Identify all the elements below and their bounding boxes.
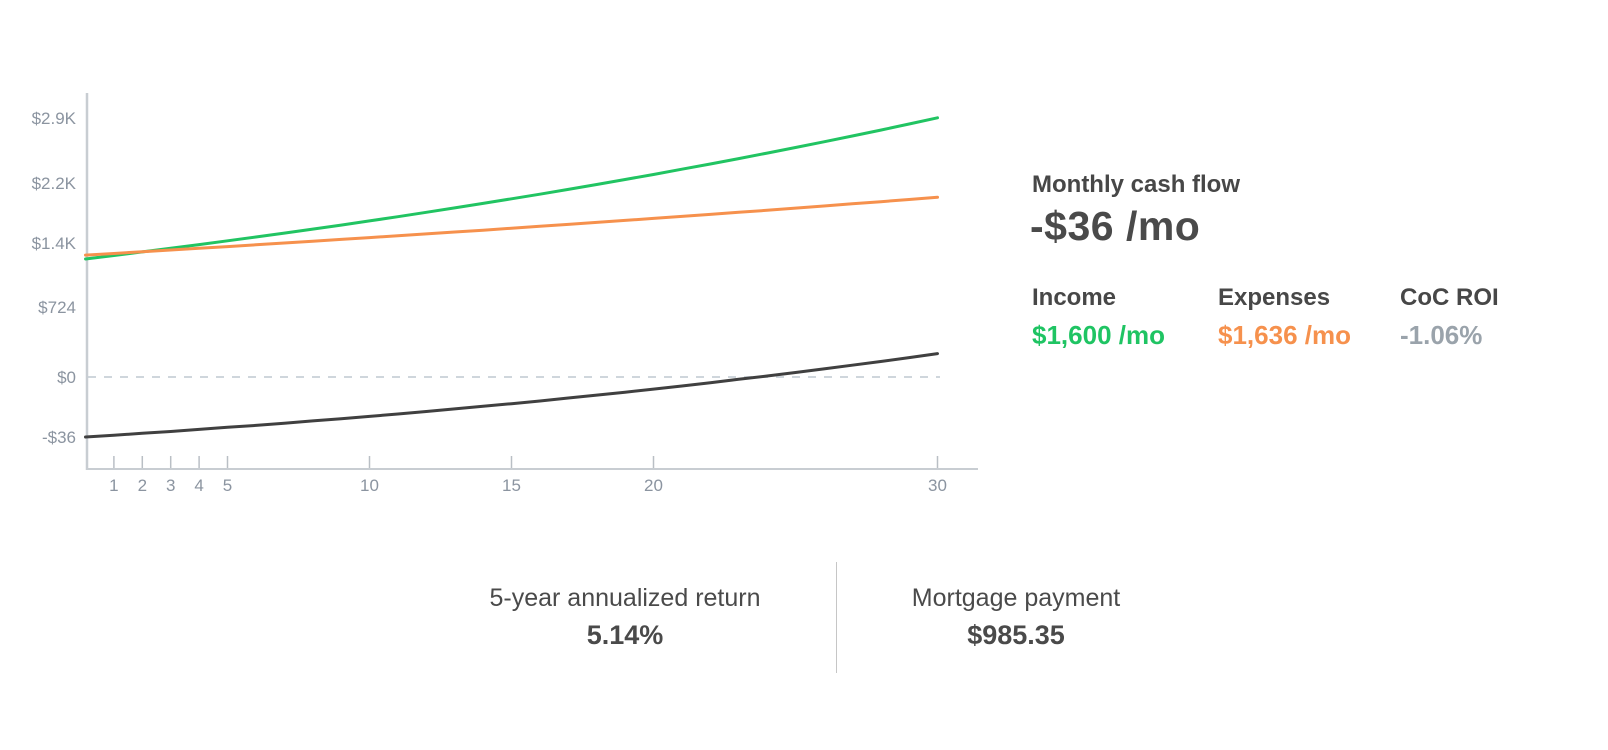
mortgage-payment-value: $985.35 (967, 620, 1065, 650)
coc-roi-value: -1.06% (1400, 320, 1483, 350)
x-tick-label: 20 (644, 476, 663, 495)
axis-ticks: 1 2 3 4 5 10 15 20 30 $2.9K $2.2K $1.4K $724 $0 -$36 (32, 109, 947, 495)
mortgage-payment-stat: Mortgage payment $985.35 (856, 584, 1176, 651)
y-tick-label: $2.2K (32, 174, 77, 193)
coc-roi-label: CoC ROI (1400, 284, 1499, 311)
y-tick-label: $724 (38, 298, 76, 317)
projection-chart[interactable]: 1 2 3 4 5 10 15 20 30 $2.9K $2.2K $1.4K $724 $0 -$36 (0, 0, 1000, 520)
expenses-stat: Expenses $1,636 /mo (1218, 284, 1351, 351)
annualized-return-value: 5.14% (586, 620, 664, 650)
x-tick-label: 1 (109, 476, 118, 495)
x-tick-label: 30 (928, 476, 947, 495)
income-stat: Income $1,600 /mo (1032, 284, 1165, 351)
y-tick-label: $1.4K (32, 234, 77, 253)
cash-flow-line (84, 352, 939, 439)
x-tick-label: 2 (138, 476, 147, 495)
y-tick-label: $2.9K (32, 109, 77, 128)
expenses-label: Expenses (1218, 284, 1331, 311)
income-value: $1,600 /mo (1032, 320, 1165, 350)
x-tick-label: 4 (194, 476, 203, 495)
x-tick-label: 5 (223, 476, 232, 495)
income-line (84, 116, 939, 261)
annualized-return-label: 5-year annualized return (489, 584, 761, 612)
income-label: Income (1032, 284, 1117, 311)
y-tick-label: -$36 (42, 428, 76, 447)
expenses-value: $1,636 /mo (1218, 320, 1351, 350)
expenses-line (84, 195, 939, 257)
x-tick-label: 3 (166, 476, 175, 495)
coc-roi-stat: CoC ROI -1.06% (1400, 284, 1499, 351)
chart-series (84, 116, 939, 439)
annualized-return-stat: 5-year annualized return 5.14% (445, 584, 805, 651)
monthly-cashflow-title: Monthly cash flow (1032, 171, 1241, 198)
y-tick-label: $0 (57, 368, 76, 387)
monthly-cashflow-value: -$36 /mo (1030, 203, 1201, 249)
mortgage-payment-label: Mortgage payment (911, 584, 1121, 612)
x-tick-label: 10 (360, 476, 379, 495)
stats-divider (836, 562, 837, 673)
x-tick-label: 15 (502, 476, 521, 495)
